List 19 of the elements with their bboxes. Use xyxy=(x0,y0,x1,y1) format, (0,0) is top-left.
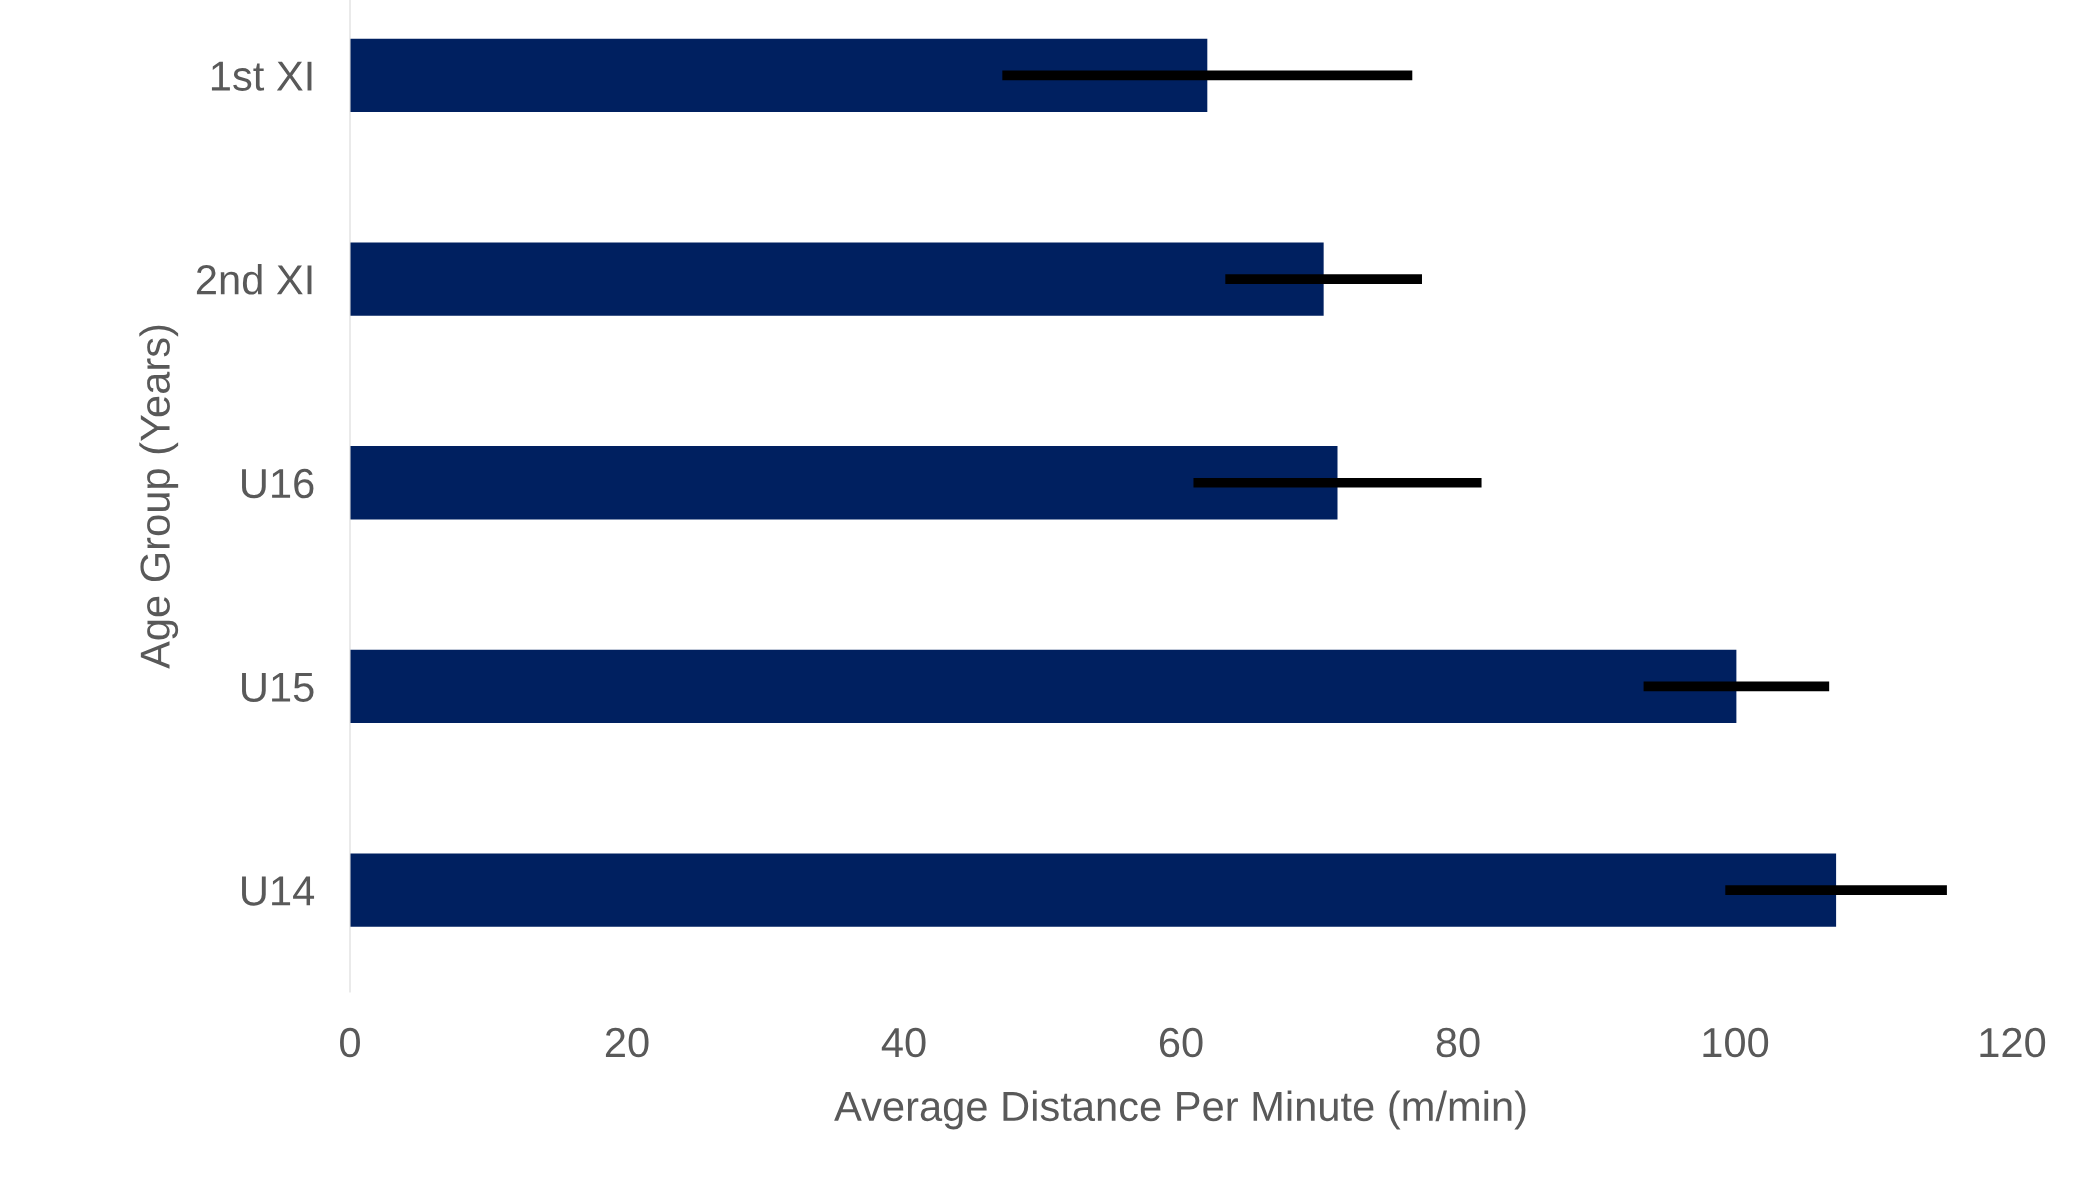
x-tick-label: 60 xyxy=(1159,1027,1203,1058)
y-tick-label: 2nd XI xyxy=(196,263,312,295)
x-tick-label: 100 xyxy=(1703,1027,1769,1058)
y-axis-title: Age Group (Years) xyxy=(139,325,179,669)
y-tick-label: U15 xyxy=(242,672,314,702)
bar xyxy=(350,38,1208,113)
x-tick-label: 40 xyxy=(881,1027,926,1058)
x-axis-title: Average Distance Per Minute (m/min) xyxy=(834,1090,1526,1130)
bar xyxy=(350,242,1324,316)
y-tick-label: U16 xyxy=(242,468,314,499)
x-tick-label: 20 xyxy=(605,1027,649,1058)
x-tick-label: 120 xyxy=(1980,1027,2046,1058)
bar xyxy=(350,853,1837,927)
bar xyxy=(350,649,1737,724)
x-tick-label: 0 xyxy=(340,1027,360,1058)
y-tick-label: U14 xyxy=(242,876,315,906)
bar xyxy=(350,446,1338,520)
x-tick-label: 80 xyxy=(1436,1027,1480,1058)
y-tick-label: 1st XI xyxy=(211,61,312,91)
